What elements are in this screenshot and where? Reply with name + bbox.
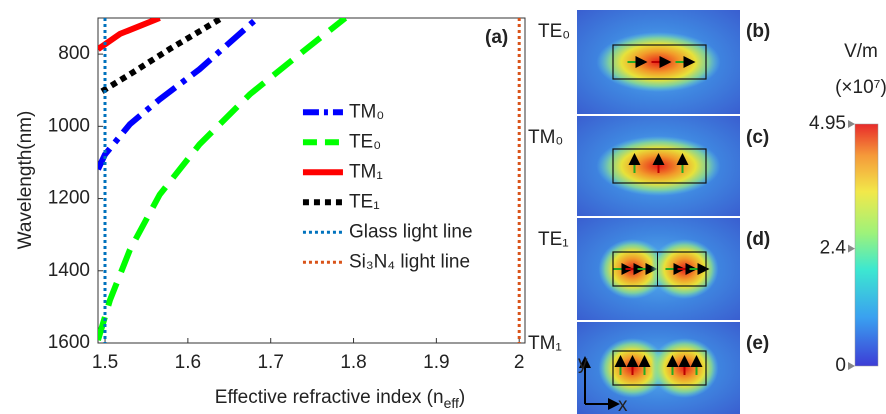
series-line [98,18,348,341]
panel-label: (d) [746,229,770,250]
y-tick-label: 1400 [48,260,90,281]
legend-label: Si₃N₄ light line [349,251,470,272]
panel-label: (e) [746,333,769,354]
legend-label: Glass light line [349,221,473,242]
waveguide-outline [612,251,707,287]
y-indicator: y [578,353,588,374]
x-tick-label: 1.7 [257,352,283,373]
colorbar-tick [848,362,855,370]
x-tick-label: 1.8 [340,352,366,373]
colorbar-tick-label: 4.95 [809,113,846,134]
colorbar-tick-label: 2.4 [820,238,847,259]
mode-label: TM₁ [528,333,562,354]
y-tick-label: 1600 [48,332,90,353]
y-axis-title: Wavelength(nm) [15,111,36,250]
x-indicator: x [618,395,628,414]
waveguide-outline [612,44,707,80]
x-title-text: Effective refractive index (n [215,387,444,408]
colorbar-tick [848,120,855,128]
panel-label: (b) [746,21,770,42]
series-line [98,18,260,171]
panel-label: (c) [746,127,769,148]
mode-panels: TE₀ (b) TM₀ (c) TE₁ (d) TM₁ (e) [528,10,770,414]
legend-label: TE₀ [349,131,381,152]
x-tick-label: 1.6 [175,352,201,373]
waveguide-outline [612,350,707,386]
mode-label: TM₀ [528,127,563,148]
x-axis-title: Effective refractive index (neff) [215,387,465,411]
legend-label: TE₁ [349,191,380,212]
y-tick-label: 800 [58,43,90,64]
x-title-sub: eff [444,395,459,411]
mode-label: TE₁ [538,229,569,250]
colorbar [854,123,879,367]
legend-label: TM₁ [349,161,383,182]
series-line [100,18,224,94]
x-tick-label: 2 [514,352,525,373]
x-title-tail: ) [459,387,465,408]
x-tick-label: 1.9 [423,352,449,373]
colorbar-unit: V/m [844,41,878,62]
x-tick-label: 1.5 [92,352,118,373]
y-tick-label: 1200 [48,188,90,209]
series-line [98,18,161,52]
legend-label: TM₀ [349,101,384,122]
y-tick-label: 1000 [48,115,90,136]
colorbar-scale: (×10⁷) [835,77,886,98]
waveguide-outline [612,148,707,184]
colorbar-tick-label: 0 [835,355,846,376]
plot-frame [97,17,526,344]
plot-lines [98,18,521,343]
panel-label: (a) [485,27,508,48]
mode-label: TE₀ [538,21,570,42]
colorbar-tick [848,244,855,253]
